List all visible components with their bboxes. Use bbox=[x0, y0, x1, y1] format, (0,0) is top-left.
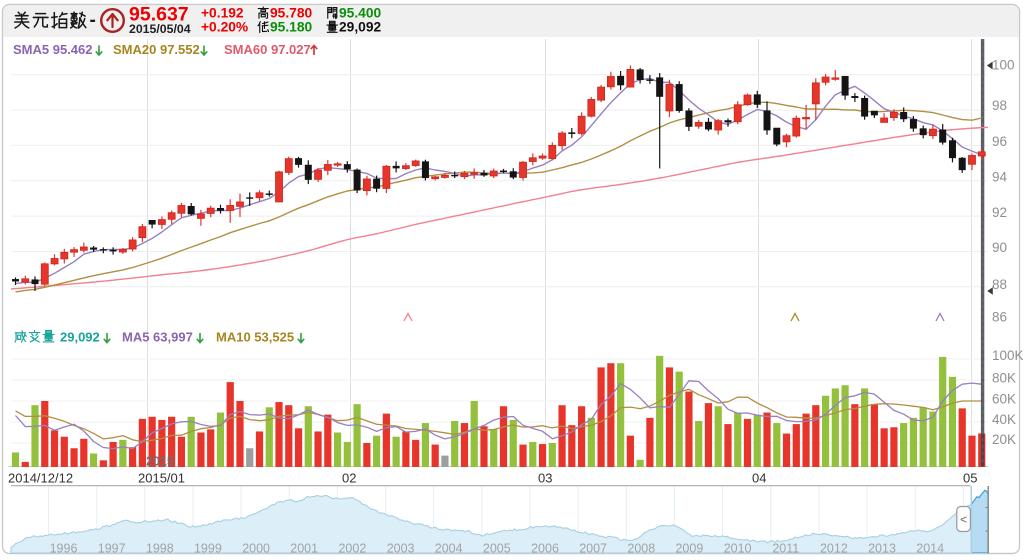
svg-text:1999: 1999 bbox=[194, 542, 222, 556]
svg-text:2001: 2001 bbox=[290, 542, 318, 556]
svg-text:<: < bbox=[960, 513, 967, 527]
svg-text:96: 96 bbox=[992, 134, 1007, 149]
svg-text:29,092: 29,092 bbox=[60, 330, 100, 345]
svg-text:-: - bbox=[90, 10, 96, 31]
svg-text:2006: 2006 bbox=[531, 542, 559, 556]
svg-text:1998: 1998 bbox=[146, 542, 174, 556]
svg-text:SMA20 97.552: SMA20 97.552 bbox=[113, 42, 200, 57]
svg-text:90: 90 bbox=[992, 240, 1007, 255]
svg-text:03: 03 bbox=[538, 471, 552, 486]
svg-text:+0.192: +0.192 bbox=[201, 5, 244, 20]
svg-text:2002: 2002 bbox=[338, 542, 366, 556]
svg-text:+0.20%: +0.20% bbox=[201, 20, 248, 35]
svg-text:86: 86 bbox=[992, 310, 1007, 325]
svg-text:MA5 63,997: MA5 63,997 bbox=[122, 330, 193, 345]
svg-text:60K: 60K bbox=[992, 392, 1016, 407]
svg-text:04: 04 bbox=[752, 471, 766, 486]
svg-text:95.780: 95.780 bbox=[270, 5, 313, 20]
svg-text:29,092: 29,092 bbox=[339, 20, 382, 35]
svg-text:95.180: 95.180 bbox=[270, 20, 313, 35]
svg-text:2005: 2005 bbox=[483, 542, 511, 556]
svg-text:2011: 2011 bbox=[772, 542, 799, 556]
svg-text:02: 02 bbox=[342, 471, 356, 486]
svg-text:MA10 53,525: MA10 53,525 bbox=[216, 330, 294, 345]
svg-text:20K: 20K bbox=[992, 432, 1016, 447]
svg-text:88: 88 bbox=[992, 277, 1007, 292]
svg-text:2014: 2014 bbox=[916, 542, 944, 556]
svg-text:94: 94 bbox=[992, 169, 1008, 184]
svg-text:2008: 2008 bbox=[627, 542, 655, 556]
svg-text:92: 92 bbox=[992, 205, 1007, 220]
svg-text:2007: 2007 bbox=[579, 542, 607, 556]
svg-text:40K: 40K bbox=[992, 412, 1016, 427]
svg-text:2015/01: 2015/01 bbox=[138, 471, 185, 486]
svg-text:SMA60 97.027: SMA60 97.027 bbox=[224, 42, 311, 57]
svg-text:98: 98 bbox=[992, 98, 1007, 113]
svg-text:05: 05 bbox=[963, 471, 977, 486]
svg-text:100K: 100K bbox=[992, 348, 1024, 363]
svg-text:80K: 80K bbox=[992, 371, 1016, 386]
svg-text:2013: 2013 bbox=[868, 542, 896, 556]
svg-text:2000: 2000 bbox=[242, 542, 270, 556]
svg-text:2015/05/04: 2015/05/04 bbox=[129, 22, 191, 36]
svg-text:1997: 1997 bbox=[98, 542, 126, 556]
svg-text:95.400: 95.400 bbox=[339, 5, 382, 20]
svg-text:2003: 2003 bbox=[387, 542, 415, 556]
svg-text:2004: 2004 bbox=[435, 542, 463, 556]
svg-text:2014/12/12: 2014/12/12 bbox=[8, 471, 73, 486]
svg-text:2010: 2010 bbox=[724, 542, 752, 556]
svg-text:SMA5 95.462: SMA5 95.462 bbox=[13, 42, 93, 57]
svg-text:1996: 1996 bbox=[50, 542, 78, 556]
svg-text:2012: 2012 bbox=[820, 542, 848, 556]
svg-text:2009: 2009 bbox=[675, 542, 703, 556]
svg-text:95.637: 95.637 bbox=[129, 4, 189, 26]
svg-text:2015: 2015 bbox=[146, 455, 174, 469]
svg-text:100: 100 bbox=[992, 58, 1015, 73]
